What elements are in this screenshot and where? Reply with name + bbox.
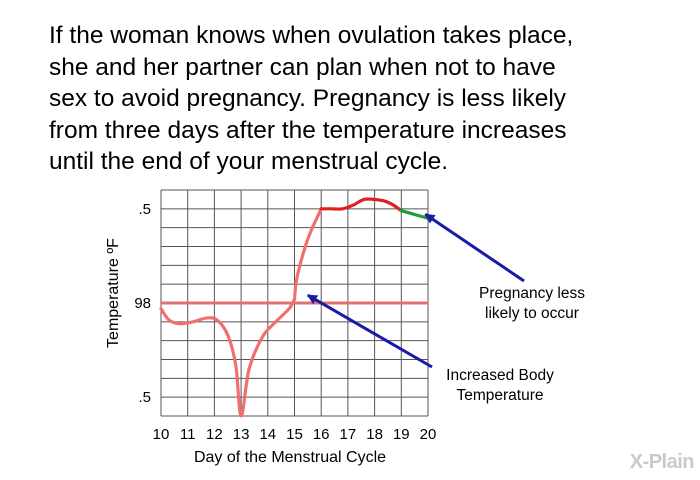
y-axis-label: Temperature ºF [105, 238, 122, 348]
x-tick-label: 12 [206, 426, 223, 443]
x-tick-label: 10 [153, 426, 170, 443]
annotation-arrow [424, 213, 525, 283]
annotation-line: likely to occur [485, 305, 579, 322]
x-plain-logo: X-Plain [629, 451, 695, 473]
y-tick-label: 98 [134, 295, 151, 312]
x-tick-label: 19 [393, 426, 410, 443]
paragraph-line: sex to avoid pregnancy. Pregnancy is les… [49, 85, 567, 112]
x-tick-label: 18 [366, 426, 383, 443]
y-tick-label: .5 [138, 201, 151, 218]
x-axis-label: Day of the Menstrual Cycle [194, 449, 386, 466]
series-line-pregnancy-less-likely [399, 209, 430, 220]
y-tick-label: .5 [138, 389, 151, 406]
annotation-label: Pregnancy less likely to occur [479, 285, 585, 322]
x-tick-label: 14 [259, 426, 276, 443]
series-group [159, 197, 430, 418]
series-line-high-temperature [319, 197, 403, 213]
annotation-line: Pregnancy less [479, 285, 585, 302]
paragraph-line: she and her partner can plan when not to… [49, 53, 556, 81]
x-tick-label: 16 [313, 426, 330, 443]
tick-labels: 10 11 12 13 14 15 16 17 18 19 20 .5 98 .5 [134, 201, 436, 443]
annotations: Pregnancy less likely to occur Increased B… [306, 213, 585, 404]
x-tick-label: 15 [286, 426, 303, 443]
annotation-line: Increased Body [446, 367, 554, 384]
annotation-line: Temperature [456, 387, 543, 404]
intro-paragraph: If the woman knows when ovulation takes … [49, 20, 689, 178]
annotation-arrow [306, 293, 433, 369]
x-tick-label: 11 [180, 426, 196, 443]
annotation-label: Increased Body Temperature [446, 367, 554, 404]
paragraph-line: from three days after the temperature in… [49, 116, 567, 144]
x-tick-label: 13 [233, 426, 250, 443]
paragraph-line: until the end of your menstrual cycle. [49, 148, 449, 175]
paragraph-line: If the woman knows when ovulation takes … [49, 22, 574, 49]
series-line-before-increase [159, 297, 297, 418]
x-tick-label: 20 [420, 426, 437, 443]
x-tick-label: 17 [340, 426, 357, 443]
series-line-increased-body-temperature [292, 207, 323, 301]
